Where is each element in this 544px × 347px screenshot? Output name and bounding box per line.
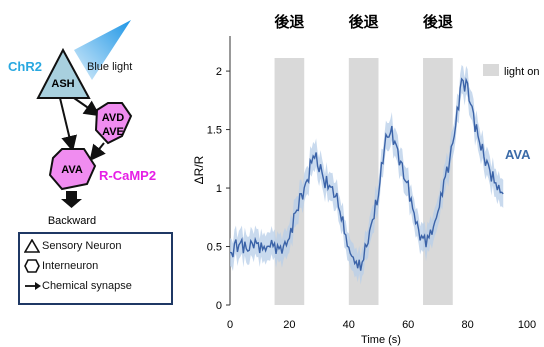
legend-swatch <box>483 64 499 76</box>
legend-inter-label: Interneuron <box>42 260 99 272</box>
ave-label: AVE <box>102 126 124 138</box>
ash-neuron-label: ASH <box>51 78 74 90</box>
y-axis-label: ΔR/R <box>192 155 206 184</box>
series-error-band-0 <box>230 64 504 285</box>
series-layer <box>229 64 504 285</box>
stimulus-label-3: 後退 <box>422 13 453 31</box>
synapse-ash-to-avd <box>73 97 101 117</box>
synapse-ave-to-ava <box>89 142 106 162</box>
x-tick-label-1: 20 <box>283 319 295 331</box>
chart: 後退 後退 後退 00.511.520 20 40 60 80 100 ΔR/R Time (… <box>192 13 539 346</box>
synapse-ash-to-ava <box>59 97 77 152</box>
blue-light-beam <box>74 20 131 80</box>
avd-ave-neuron-hexagon <box>94 102 133 145</box>
x-tick-label-5: 100 <box>518 319 536 331</box>
ava-neuron-label: AVA <box>61 164 83 176</box>
legend-box: Sensory Neuron Interneuron Chemical syna… <box>18 232 173 305</box>
ava-neuron-hexagon <box>48 148 97 191</box>
rcamp-label: R-CaMP2 <box>99 168 156 183</box>
y-tick-label-0: 0 <box>216 300 222 312</box>
triangle-icon <box>24 239 40 253</box>
ash-neuron-triangle <box>36 47 91 99</box>
x-tick-label-4: 80 <box>461 319 473 331</box>
series-line-0 <box>229 77 504 271</box>
legend-synapse-label: Chemical synapse <box>42 280 132 292</box>
x-tick-label-3: 60 <box>402 319 414 331</box>
stimulus-label-2: 後退 <box>348 13 379 31</box>
stimulus-labels: 後退 後退 後退 <box>273 13 453 31</box>
x-tick-label-2: 40 <box>343 319 355 331</box>
y-tick-label-4: 2 <box>216 66 222 78</box>
stimulus-band-1 <box>274 58 305 305</box>
blue-light-label: Blue light <box>87 61 132 73</box>
y-tick-label-2: 1 <box>216 183 222 195</box>
stimulus-label-1: 後退 <box>273 13 304 31</box>
legend-label: light on <box>504 66 539 78</box>
y-tick-label-3: 1.5 <box>207 125 222 137</box>
circuit-diagram: Blue light ChR2 ASH AVD AVE AVA R-CaMP2 … <box>8 20 156 227</box>
backward-label: Backward <box>48 215 96 227</box>
chr2-label: ChR2 <box>8 59 42 74</box>
arrow-icon <box>25 282 41 290</box>
avd-label: AVD <box>102 112 124 124</box>
legend-sensory-label: Sensory Neuron <box>42 240 122 252</box>
chart-axes: 00.511.520 20 40 60 80 100 <box>207 36 536 331</box>
series-label: AVA <box>505 147 531 162</box>
hexagon-icon <box>24 259 40 273</box>
backward-output-arrow <box>61 191 82 208</box>
x-tick-label-0: 0 <box>227 319 233 331</box>
y-tick-label-1: 0.5 <box>207 242 222 254</box>
x-axis-label: Time (s) <box>361 334 401 346</box>
